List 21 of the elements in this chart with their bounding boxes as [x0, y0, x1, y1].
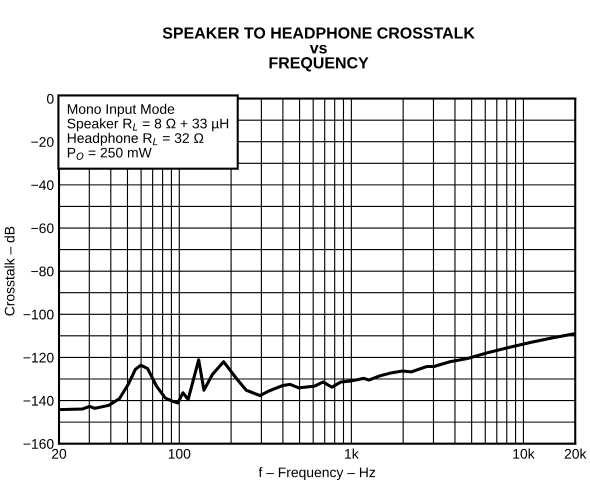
annotation: P$_{O}$ = 250 mW — [68, 148, 152, 160]
y-tick-label: −120 — [24, 352, 54, 363]
x-tick-label: 100 — [168, 448, 190, 459]
annotation: Speaker R$_{L}$ = 8 Ω + 33 µH — [67, 118, 228, 132]
y-tick-label: −100 — [24, 310, 54, 320]
chart-title: SPEAKER TO HEADPHONE CROSSTALK vs FREQUENCY — [162, 27, 475, 72]
x-tick-label: 1k — [345, 448, 359, 459]
x-tick-label: 20 — [52, 448, 66, 459]
y-tick-label: −60 — [31, 223, 54, 234]
y-tick-label: −140 — [24, 396, 54, 406]
y-tick-label: −160 — [24, 439, 54, 449]
x-axis-title: f – Frequency – Hz — [258, 467, 376, 480]
y-axis-title: Crosstalk – dB — [4, 226, 15, 316]
annotation: Headphone R$_{L}$ = 32 Ω — [68, 132, 204, 146]
y-tick-label: 0 — [46, 94, 54, 104]
annotation: Mono Input Mode — [68, 104, 174, 117]
x-tick-label: 20k — [564, 448, 586, 459]
y-tick-label: −40 — [31, 180, 54, 190]
x-tick-label: 10k — [513, 448, 535, 459]
y-tick-label: −80 — [31, 266, 54, 276]
y-tick-label: −20 — [31, 137, 54, 147]
